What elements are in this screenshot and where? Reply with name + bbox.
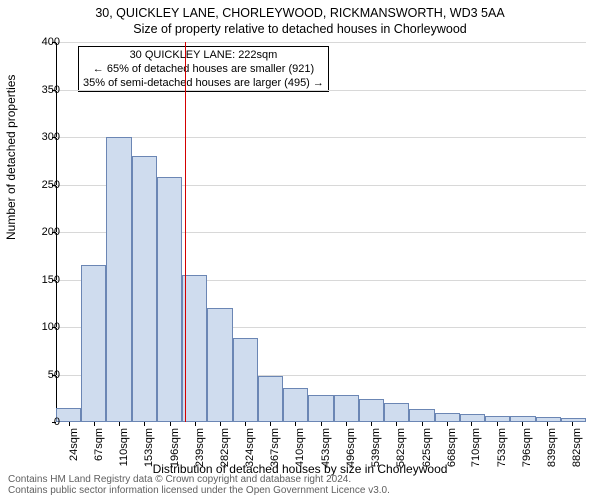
y-tick-label: 0 bbox=[30, 417, 60, 428]
x-tick-mark bbox=[447, 422, 448, 426]
chart-container: 30, QUICKLEY LANE, CHORLEYWOOD, RICKMANS… bbox=[0, 0, 600, 500]
x-tick-mark bbox=[346, 422, 347, 426]
gridline bbox=[56, 42, 586, 43]
title-address: 30, QUICKLEY LANE, CHORLEYWOOD, RICKMANS… bbox=[0, 6, 600, 20]
histogram-bar bbox=[308, 395, 333, 422]
x-tick-mark bbox=[170, 422, 171, 426]
credits-line2: Contains public sector information licen… bbox=[8, 485, 390, 496]
x-tick-mark bbox=[245, 422, 246, 426]
histogram-bar bbox=[460, 414, 485, 422]
x-tick-mark bbox=[270, 422, 271, 426]
y-tick-label: 50 bbox=[30, 370, 60, 381]
x-tick-mark bbox=[522, 422, 523, 426]
histogram-bar bbox=[409, 409, 434, 422]
histogram-bar bbox=[258, 376, 283, 422]
y-tick-label: 350 bbox=[30, 85, 60, 96]
x-tick-mark bbox=[295, 422, 296, 426]
histogram-bar bbox=[207, 308, 232, 422]
y-tick-label: 400 bbox=[30, 37, 60, 48]
x-tick-mark bbox=[497, 422, 498, 426]
annotation-line2: ← 65% of detached houses are smaller (92… bbox=[83, 62, 324, 76]
histogram-bar bbox=[334, 395, 359, 422]
histogram-bar bbox=[182, 275, 207, 422]
x-tick-mark bbox=[396, 422, 397, 426]
x-tick-mark bbox=[422, 422, 423, 426]
x-tick-mark bbox=[69, 422, 70, 426]
x-tick-mark bbox=[220, 422, 221, 426]
y-axis-label: Number of detached properties bbox=[4, 75, 18, 240]
annotation-box: 30 QUICKLEY LANE: 222sqm ← 65% of detach… bbox=[78, 46, 329, 92]
histogram-bar bbox=[157, 177, 182, 422]
x-tick-mark bbox=[195, 422, 196, 426]
y-tick-label: 300 bbox=[30, 132, 60, 143]
x-tick-mark bbox=[321, 422, 322, 426]
credits-line1: Contains HM Land Registry data © Crown c… bbox=[8, 474, 390, 485]
plot-area: 30 QUICKLEY LANE: 222sqm ← 65% of detach… bbox=[56, 42, 586, 422]
histogram-bar bbox=[384, 403, 409, 422]
reference-line bbox=[185, 42, 186, 422]
histogram-bar bbox=[233, 338, 258, 422]
histogram-bar bbox=[106, 137, 131, 422]
histogram-bar bbox=[435, 413, 460, 423]
annotation-line1: 30 QUICKLEY LANE: 222sqm bbox=[83, 48, 324, 62]
x-tick-mark bbox=[572, 422, 573, 426]
x-tick-mark bbox=[144, 422, 145, 426]
gridline bbox=[56, 137, 586, 138]
histogram-bar bbox=[81, 265, 106, 422]
y-tick-label: 250 bbox=[30, 180, 60, 191]
histogram-bar bbox=[283, 388, 308, 422]
x-tick-mark bbox=[471, 422, 472, 426]
y-tick-label: 150 bbox=[30, 275, 60, 286]
annotation-line3: 35% of semi-detached houses are larger (… bbox=[83, 76, 324, 90]
gridline bbox=[56, 90, 586, 91]
y-tick-label: 200 bbox=[30, 227, 60, 238]
x-tick-mark bbox=[94, 422, 95, 426]
y-tick-label: 100 bbox=[30, 322, 60, 333]
title-subtitle: Size of property relative to detached ho… bbox=[0, 22, 600, 36]
histogram-bar bbox=[132, 156, 157, 422]
histogram-bar bbox=[359, 399, 384, 422]
credits: Contains HM Land Registry data © Crown c… bbox=[8, 474, 390, 496]
x-tick-mark bbox=[119, 422, 120, 426]
x-tick-mark bbox=[371, 422, 372, 426]
x-tick-mark bbox=[547, 422, 548, 426]
